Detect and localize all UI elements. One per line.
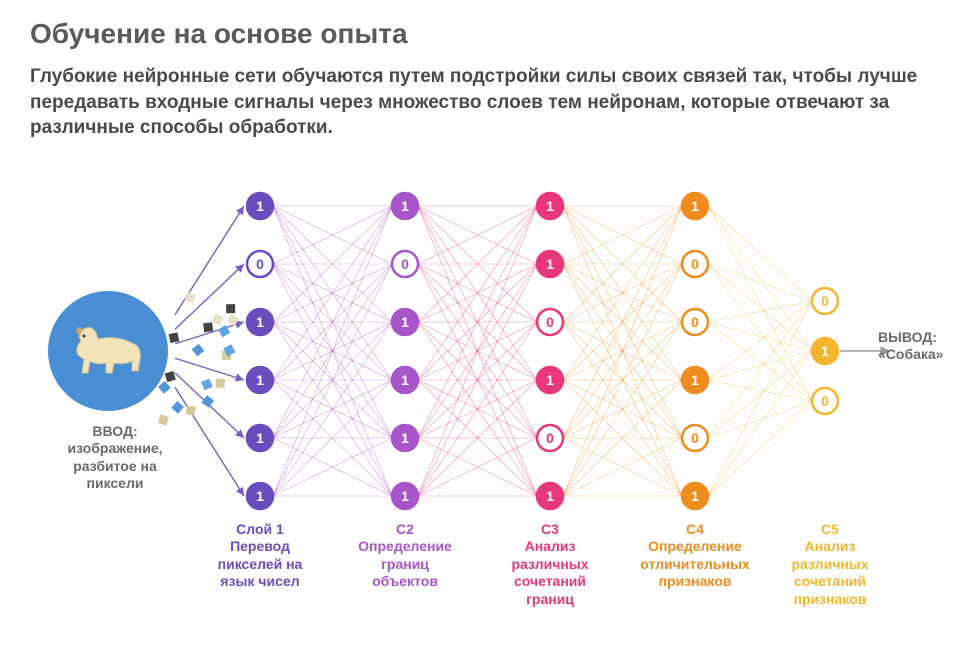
- neuron-value: 0: [546, 430, 554, 446]
- neuron-value: 1: [546, 372, 554, 388]
- pixel-square: [192, 344, 205, 357]
- edge: [708, 301, 812, 438]
- neuron-value: 1: [546, 488, 554, 504]
- input-arrow: [175, 358, 244, 380]
- layer-label: C5 Анализ различных сочетаний признаков: [765, 521, 895, 609]
- edge: [708, 322, 812, 351]
- neuron-value: 1: [691, 198, 699, 214]
- neuron-value: 0: [821, 393, 829, 409]
- pixel-square: [201, 378, 213, 390]
- neuron-node: 1: [247, 483, 273, 509]
- pixel-square: [186, 405, 196, 415]
- neuron-node: 0: [537, 309, 563, 335]
- neuron-value: 1: [401, 372, 409, 388]
- neuron-node: 1: [537, 483, 563, 509]
- neuron-node: 1: [682, 193, 708, 219]
- output-label: ВЫВОД: «Собака»: [878, 329, 958, 364]
- neuron-value: 1: [546, 198, 554, 214]
- layer-label: Слой 1 Перевод пикселей на язык чисел: [195, 521, 325, 591]
- neuron-value: 1: [401, 488, 409, 504]
- layer-label: C3 Анализ различных сочетаний границ: [485, 521, 615, 609]
- neuron-value: 1: [401, 198, 409, 214]
- network-diagram: 1 0 1 1 1 1 1 0 1 1 1 1 1 1 0 1 0 1 1 0 0 1 0 1 0 1 0 ВВОД: изобра…: [30, 151, 950, 611]
- neuron-value: 1: [401, 430, 409, 446]
- neuron-node: 0: [247, 251, 273, 277]
- pixel-square: [212, 314, 224, 326]
- neuron-value: 1: [691, 372, 699, 388]
- pixel-square: [202, 395, 215, 408]
- edge: [708, 264, 812, 351]
- neuron-value: 0: [401, 256, 409, 272]
- neuron-value: 1: [256, 430, 264, 446]
- pixel-square: [184, 292, 196, 304]
- neuron-node: 1: [247, 309, 273, 335]
- neuron-value: 0: [691, 314, 699, 330]
- neuron-node: 1: [537, 367, 563, 393]
- edge: [708, 206, 812, 301]
- edge: [708, 322, 812, 401]
- edge: [708, 301, 812, 322]
- neuron-node: 1: [537, 193, 563, 219]
- neuron-node: 1: [682, 483, 708, 509]
- pixel-square: [158, 381, 171, 394]
- neuron-node: 1: [392, 425, 418, 451]
- neuron-value: 1: [256, 198, 264, 214]
- edge: [708, 206, 812, 401]
- pixel-square: [171, 401, 184, 414]
- edge: [708, 206, 812, 351]
- neuron-node: 1: [392, 367, 418, 393]
- neuron-value: 1: [256, 488, 264, 504]
- edge: [708, 351, 812, 380]
- neuron-node: 0: [812, 388, 838, 414]
- neuron-value: 1: [821, 343, 829, 359]
- pixel-square: [165, 371, 176, 382]
- neuron-value: 1: [401, 314, 409, 330]
- edge: [708, 264, 812, 301]
- neuron-node: 0: [682, 251, 708, 277]
- neuron-node: 1: [247, 193, 273, 219]
- neuron-node: 1: [392, 309, 418, 335]
- edge: [708, 401, 812, 496]
- input-label: ВВОД: изображение, разбитое на пиксели: [60, 423, 170, 493]
- neuron-value: 0: [821, 293, 829, 309]
- neuron-value: 0: [546, 314, 554, 330]
- edge: [708, 351, 812, 496]
- neuron-value: 0: [256, 256, 264, 272]
- layer-label: C4 Определение отличительных признаков: [630, 521, 760, 591]
- neuron-node: 1: [247, 425, 273, 451]
- neuron-node: 1: [812, 338, 838, 364]
- neuron-node: 0: [682, 309, 708, 335]
- neuron-node: 0: [537, 425, 563, 451]
- neuron-value: 1: [256, 372, 264, 388]
- edge: [708, 264, 812, 401]
- page-title: Обучение на основе опыта: [30, 18, 950, 50]
- neuron-value: 1: [691, 488, 699, 504]
- pixel-square: [203, 322, 213, 332]
- neuron-node: 1: [392, 483, 418, 509]
- edge: [708, 401, 812, 438]
- edge: [708, 301, 812, 380]
- neuron-node: 1: [392, 193, 418, 219]
- neuron-node: 1: [247, 367, 273, 393]
- neuron-node: 0: [392, 251, 418, 277]
- neuron-node: 0: [682, 425, 708, 451]
- neuron-value: 0: [691, 256, 699, 272]
- pixel-square: [215, 378, 225, 388]
- neuron-node: 0: [812, 288, 838, 314]
- neuron-node: 1: [537, 251, 563, 277]
- edge: [708, 351, 812, 438]
- neuron-value: 1: [546, 256, 554, 272]
- edge: [708, 380, 812, 401]
- pixel-square: [169, 332, 180, 343]
- neuron-value: 0: [691, 430, 699, 446]
- page-subtitle: Глубокие нейронные сети обучаются путем …: [30, 64, 930, 141]
- pixel-square: [226, 304, 235, 313]
- neuron-node: 1: [682, 367, 708, 393]
- neuron-value: 1: [256, 314, 264, 330]
- edge: [708, 301, 812, 496]
- layer-label: C2 Определение границ объектов: [340, 521, 470, 591]
